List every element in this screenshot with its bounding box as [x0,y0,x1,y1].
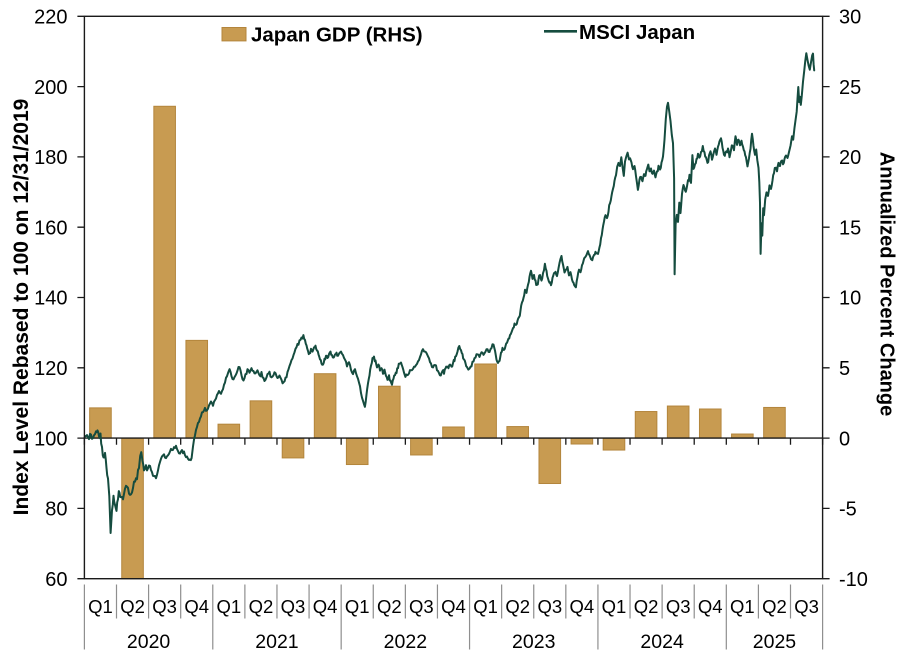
svg-text:200: 200 [34,77,67,99]
svg-text:Q2: Q2 [505,596,530,617]
svg-text:Q4: Q4 [698,596,723,617]
svg-text:Q3: Q3 [281,596,306,617]
svg-text:100: 100 [34,428,67,450]
svg-text:2020: 2020 [127,631,171,653]
svg-text:Q3: Q3 [537,596,562,617]
svg-text:5: 5 [839,358,850,380]
svg-text:Q3: Q3 [666,596,691,617]
svg-text:Q2: Q2 [762,596,787,617]
svg-text:2023: 2023 [512,631,555,653]
svg-text:Q1: Q1 [730,596,755,617]
svg-text:Q1: Q1 [216,596,241,617]
svg-text:Q1: Q1 [473,596,498,617]
svg-text:2021: 2021 [255,631,298,653]
svg-text:10: 10 [839,288,861,310]
svg-text:Q3: Q3 [794,596,819,617]
svg-text:MSCI Japan: MSCI Japan [579,21,695,44]
svg-text:20: 20 [839,147,861,169]
svg-text:120: 120 [34,358,67,380]
svg-text:Q2: Q2 [120,596,145,617]
svg-text:Annualized Percent Change: Annualized Percent Change [876,152,898,417]
svg-text:Q4: Q4 [313,596,338,617]
svg-text:Q4: Q4 [441,596,466,617]
svg-text:180: 180 [34,147,67,169]
svg-text:Q3: Q3 [152,596,177,617]
svg-text:Q4: Q4 [184,596,209,617]
svg-text:160: 160 [34,217,67,239]
svg-text:Q3: Q3 [409,596,434,617]
svg-text:15: 15 [839,217,861,239]
svg-text:Japan GDP (RHS): Japan GDP (RHS) [251,24,423,47]
svg-text:25: 25 [839,77,861,99]
svg-text:Q2: Q2 [634,596,659,617]
svg-text:0: 0 [839,428,850,450]
svg-text:2025: 2025 [753,631,797,653]
svg-text:2022: 2022 [384,631,427,653]
svg-text:Q2: Q2 [377,596,402,617]
svg-text:Q1: Q1 [88,596,113,617]
svg-text:60: 60 [45,569,67,591]
svg-text:Q4: Q4 [570,596,595,617]
svg-text:Q1: Q1 [345,596,370,617]
svg-text:Q1: Q1 [602,596,627,617]
svg-text:80: 80 [45,499,67,521]
svg-text:-5: -5 [839,499,857,521]
svg-text:30: 30 [839,7,861,29]
svg-text:Q2: Q2 [249,596,274,617]
svg-text:2024: 2024 [640,631,684,653]
svg-text:Index Level Rebased to 100 on: Index Level Rebased to 100 on 12/31/2019 [10,99,33,516]
svg-text:-10: -10 [839,569,868,591]
svg-text:220: 220 [34,7,67,29]
svg-text:140: 140 [34,288,67,310]
